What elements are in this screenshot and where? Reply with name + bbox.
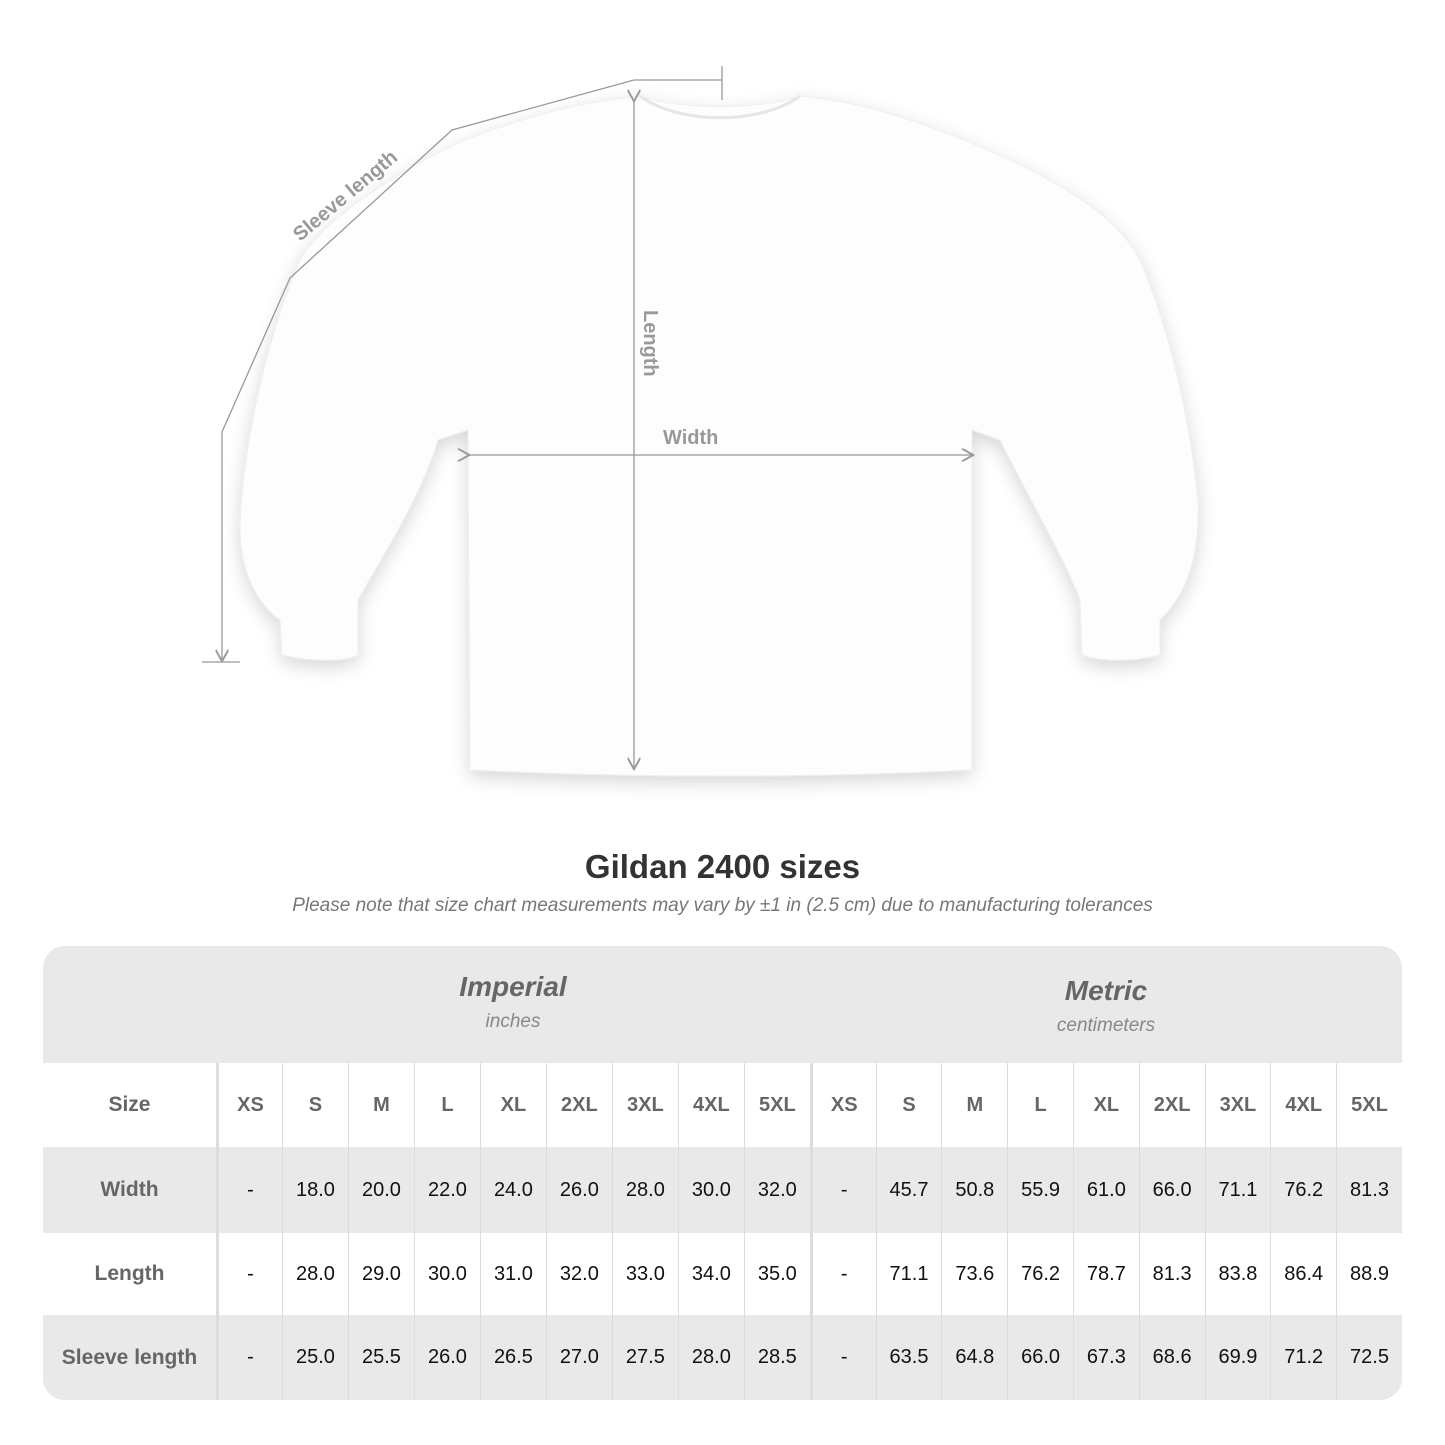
shirt-diagram: Sleeve length Length Width xyxy=(202,66,1199,777)
size-header-metric: 5XL xyxy=(1336,1063,1402,1147)
size-header-metric: 2XL xyxy=(1138,1063,1205,1147)
long-sleeve-shirt xyxy=(239,94,1199,777)
table-cell-metric: 61.0 xyxy=(1072,1147,1139,1233)
table-cell-metric: 76.2 xyxy=(1270,1147,1336,1233)
table-cell-metric: 68.6 xyxy=(1138,1315,1205,1400)
table-cell-metric: 81.3 xyxy=(1336,1147,1402,1233)
table-cell-imperial: - xyxy=(215,1147,282,1233)
size-header-imperial: 2XL xyxy=(545,1063,612,1147)
size-header-imperial: S xyxy=(281,1063,348,1147)
table-cell-imperial: 35.0 xyxy=(743,1233,810,1315)
size-header-metric: S xyxy=(875,1063,942,1147)
table-cell-metric: 64.8 xyxy=(941,1315,1007,1400)
size-header-imperial: XL xyxy=(479,1063,546,1147)
row-label: Size xyxy=(108,1093,151,1116)
table-cell-imperial: 28.5 xyxy=(743,1315,810,1400)
length-label: Length xyxy=(639,310,661,377)
table-cell-metric: 63.5 xyxy=(875,1315,942,1400)
imperial-unit: inches xyxy=(485,1011,541,1032)
size-header-imperial: 3XL xyxy=(611,1063,678,1147)
table-cell-metric: 73.6 xyxy=(941,1233,1007,1315)
table-row: Width -18.0 20.0 22.0 24.0 26.0 28.0 30.0 32.0-4… xyxy=(43,1147,1402,1233)
table-cell-metric: 69.9 xyxy=(1204,1315,1271,1400)
table-cell-metric: 86.4 xyxy=(1270,1233,1336,1315)
table-cell-metric: 71.2 xyxy=(1270,1315,1336,1400)
metric-unit: centimeters xyxy=(1056,1015,1156,1036)
table-cell-imperial: 31.0 xyxy=(479,1233,546,1315)
table-cell-metric: 72.5 xyxy=(1336,1315,1402,1400)
size-header-imperial: 5XL xyxy=(743,1063,810,1147)
table-cell-metric: - xyxy=(809,1233,876,1315)
table-cell-imperial: 32.0 xyxy=(545,1233,612,1315)
table-cell-imperial: 20.0 xyxy=(347,1147,414,1233)
size-header-metric: 4XL xyxy=(1270,1063,1336,1147)
table-cell-imperial: 28.0 xyxy=(281,1233,348,1315)
table-cell-imperial: - xyxy=(215,1233,282,1315)
table-cell-metric: 50.8 xyxy=(941,1147,1007,1233)
table-cell-metric: 78.7 xyxy=(1072,1233,1139,1315)
table-cell-imperial: 28.0 xyxy=(611,1147,678,1233)
tolerance-note: Please note that size chart measurements… xyxy=(292,895,1153,916)
table-row: Length -28.0 29.0 30.0 31.0 32.0 33.0 34.0 35.0-… xyxy=(43,1233,1402,1315)
size-header-metric: 3XL xyxy=(1204,1063,1271,1147)
table-cell-imperial: 34.0 xyxy=(677,1233,744,1315)
table-cell-imperial: 25.5 xyxy=(347,1315,414,1400)
size-table: Imperial inches Metric centimeters Size X… xyxy=(43,946,1402,1400)
table-cell-imperial: - xyxy=(215,1315,282,1400)
row-label: Width xyxy=(100,1178,159,1201)
table-cell-imperial: 28.0 xyxy=(677,1315,744,1400)
table-cell-metric: 55.9 xyxy=(1007,1147,1073,1233)
table-cell-imperial: 30.0 xyxy=(413,1233,480,1315)
table-cell-metric: - xyxy=(809,1315,876,1400)
table-cell-imperial: 18.0 xyxy=(281,1147,348,1233)
table-cell-metric: 71.1 xyxy=(1204,1147,1271,1233)
metric-header: Metric centimeters xyxy=(810,946,1402,1063)
table-cell-imperial: 25.0 xyxy=(281,1315,348,1400)
size-header-imperial: M xyxy=(347,1063,414,1147)
table-cell-metric: 81.3 xyxy=(1138,1233,1205,1315)
table-cell-imperial: 26.5 xyxy=(479,1315,546,1400)
size-header-imperial: XS xyxy=(215,1063,282,1147)
table-cell-metric: 45.7 xyxy=(875,1147,942,1233)
width-label: Width xyxy=(663,427,718,449)
sleeve-measure-line xyxy=(202,66,723,663)
size-header-imperial: L xyxy=(413,1063,480,1147)
size-header-metric: XS xyxy=(809,1063,876,1147)
table-cell-imperial: 27.0 xyxy=(545,1315,612,1400)
table-cell-metric: 71.1 xyxy=(875,1233,942,1315)
table-cell-metric: 76.2 xyxy=(1007,1233,1073,1315)
size-header-metric: XL xyxy=(1072,1063,1139,1147)
table-cell-metric: 88.9 xyxy=(1336,1233,1402,1315)
chart-title: Gildan 2400 sizes xyxy=(584,848,861,885)
row-label: Length xyxy=(94,1262,165,1285)
table-cell-metric: - xyxy=(809,1147,876,1233)
size-header-row: Size XS S M L XL 2XL 3XL 4XL 5XL XS S M L XL 2XL 3XL 4XL 5… xyxy=(43,1063,1402,1147)
table-cell-metric: 66.0 xyxy=(1138,1147,1205,1233)
table-cell-metric: 66.0 xyxy=(1007,1315,1073,1400)
table-cell-imperial: 24.0 xyxy=(479,1147,546,1233)
table-cell-imperial: 33.0 xyxy=(611,1233,678,1315)
table-cell-imperial: 30.0 xyxy=(677,1147,744,1233)
size-header-metric: M xyxy=(941,1063,1007,1147)
table-cell-metric: 67.3 xyxy=(1072,1315,1139,1400)
size-header-imperial: 4XL xyxy=(677,1063,744,1147)
table-row: Sleeve length -25.0 25.5 26.0 26.5 27.0 27.5 28… xyxy=(43,1315,1402,1400)
table-cell-imperial: 26.0 xyxy=(413,1315,480,1400)
table-cell-imperial: 32.0 xyxy=(743,1147,810,1233)
table-cell-imperial: 27.5 xyxy=(611,1315,678,1400)
metric-title: Metric xyxy=(1064,975,1148,1006)
table-cell-imperial: 26.0 xyxy=(545,1147,612,1233)
imperial-title: Imperial xyxy=(459,971,567,1002)
table-cell-metric: 83.8 xyxy=(1204,1233,1271,1315)
table-cell-imperial: 29.0 xyxy=(347,1233,414,1315)
row-label: Sleeve length xyxy=(61,1345,198,1369)
size-header-metric: L xyxy=(1007,1063,1073,1147)
table-cell-imperial: 22.0 xyxy=(413,1147,480,1233)
imperial-header: Imperial inches xyxy=(216,946,810,1063)
